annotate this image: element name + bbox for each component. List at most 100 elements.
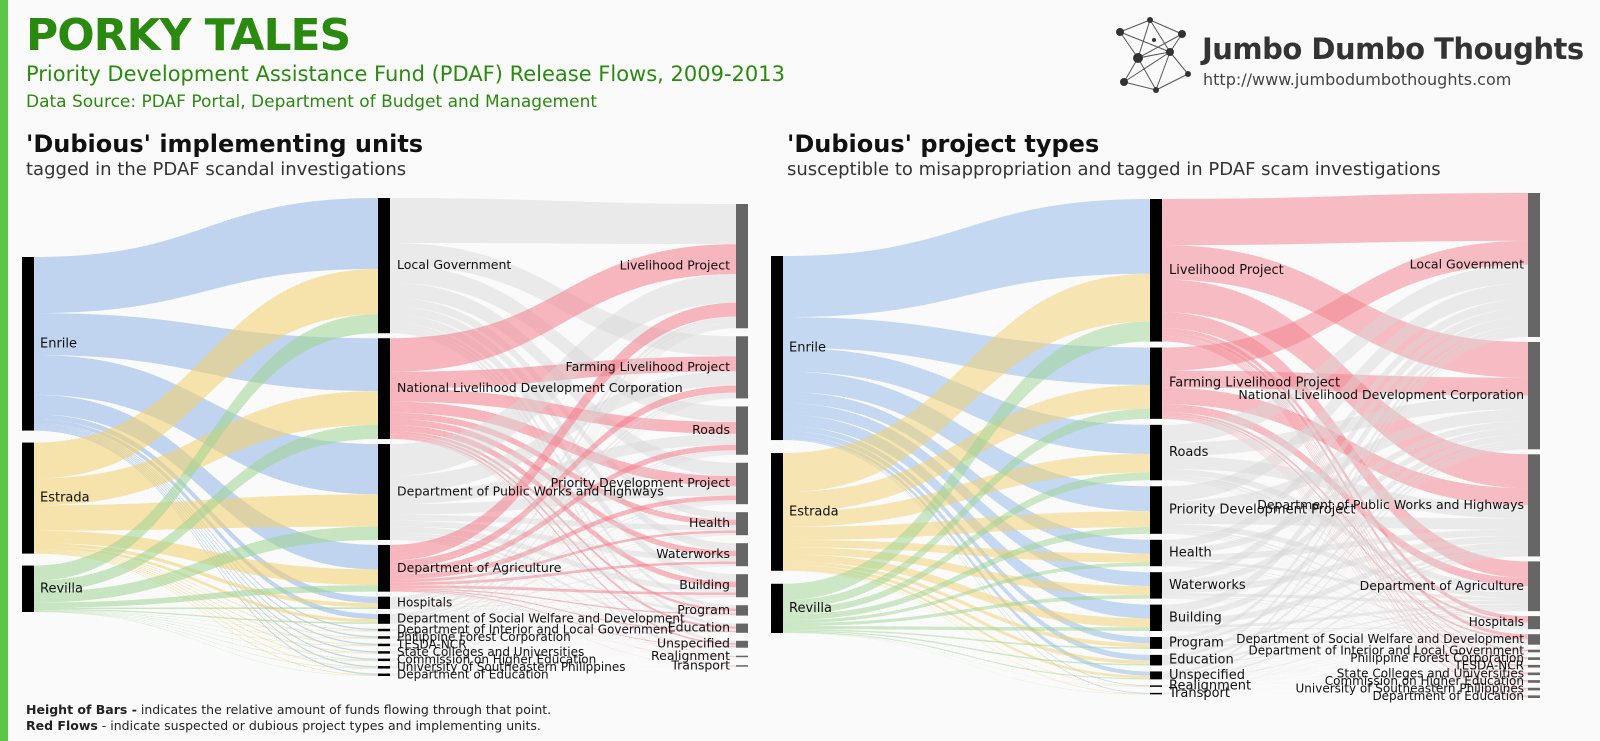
flow-department-of-education-to-farming-livelihood-project bbox=[390, 398, 736, 675]
r-project-label-roads: Roads bbox=[1169, 445, 1209, 460]
flow-priority-development-project-to-local-government bbox=[1162, 283, 1528, 502]
flow-estrada-to-hospitals bbox=[34, 543, 378, 608]
flow-transport-to-university-of-southeastern-philippines bbox=[1162, 690, 1528, 695]
flow-department-of-agriculture-to-waterworks bbox=[390, 561, 736, 586]
flow-department-of-public-works-and-highways-to-priority-development-project bbox=[390, 486, 736, 515]
flow-estrada-to-state-colleges-and-universities bbox=[34, 550, 378, 654]
flow-department-of-education-to-roads bbox=[390, 454, 736, 676]
flow-roads-to-department-of-social-welfare-and-development bbox=[1162, 476, 1528, 641]
unit-label-state-colleges-and-universities: State Colleges and Universities bbox=[397, 645, 584, 659]
flow-revilla-to-livelihood-project bbox=[783, 321, 1150, 601]
flow-building-to-commission-on-higher-education bbox=[1162, 630, 1528, 683]
flow-farming-livelihood-project-to-university-of-southeastern-philippines bbox=[1162, 418, 1528, 690]
r-project-bar-transport bbox=[1150, 692, 1162, 695]
flow-commission-on-higher-education-to-roads bbox=[390, 453, 736, 661]
flow-local-government-to-livelihood-project bbox=[390, 198, 736, 245]
flow-enrile-to-livelihood-project bbox=[783, 199, 1150, 318]
flow-enrile-to-building bbox=[783, 414, 1150, 619]
project-label-priority-development-project: Priority Development Project bbox=[551, 475, 730, 490]
senator-label-enrile: Enrile bbox=[40, 336, 77, 351]
flow-realignment-to-commission-on-higher-education bbox=[1162, 682, 1528, 687]
r-unit-bar-department-of-agriculture bbox=[1528, 561, 1540, 612]
flow-commission-on-higher-education-to-realignment bbox=[390, 657, 736, 662]
unit-bar-department-of-interior-and-local-government bbox=[378, 628, 390, 632]
unit-label-commission-on-higher-education: Commission on Higher Education bbox=[397, 652, 596, 666]
flow-estrada-to-roads bbox=[783, 453, 1150, 527]
flow-farming-livelihood-project-to-department-of-education bbox=[1162, 418, 1528, 697]
flow-department-of-agriculture-to-roads bbox=[390, 444, 736, 575]
flow-department-of-agriculture-to-building bbox=[390, 585, 736, 596]
page-subtitle: Priority Development Assistance Fund (PD… bbox=[26, 62, 785, 86]
flow-farming-livelihood-project-to-commission-on-higher-education bbox=[1162, 417, 1528, 682]
flow-state-colleges-and-universities-to-livelihood-project bbox=[390, 325, 736, 652]
flow-department-of-social-welfare-and-development-to-program bbox=[390, 614, 736, 624]
flow-department-of-interior-and-local-government-to-building bbox=[390, 596, 736, 632]
flow-farming-livelihood-project-to-department-of-agriculture bbox=[1162, 404, 1528, 587]
flow-philippine-forest-corporation-to-farming-livelihood-project bbox=[390, 396, 736, 638]
flow-department-of-social-welfare-and-development-to-realignment bbox=[390, 623, 736, 658]
project-label-waterworks: Waterworks bbox=[656, 546, 730, 561]
flow-state-colleges-and-universities-to-program bbox=[390, 615, 736, 654]
r-unit-label-hospitals: Hospitals bbox=[1469, 615, 1524, 629]
r-senator-label-enrile: Enrile bbox=[789, 341, 826, 356]
flow-unspecified-to-state-colleges-and-universities bbox=[1162, 675, 1528, 680]
flow-state-colleges-and-universities-to-realignment bbox=[390, 653, 736, 658]
flow-state-colleges-and-universities-to-waterworks bbox=[390, 565, 736, 654]
flow-revilla-to-roads bbox=[783, 472, 1150, 615]
unit-label-philippine-forest-corporation: Philippine Forest Corporation bbox=[397, 630, 571, 644]
project-label-livelihood-project: Livelihood Project bbox=[620, 258, 730, 273]
flow-program-to-state-colleges-and-universities bbox=[1162, 648, 1528, 676]
senator-bar-revilla bbox=[22, 565, 34, 612]
flow-university-of-southeastern-philippines-to-building bbox=[390, 596, 736, 669]
r-unit-bar-tesda-ncr bbox=[1528, 664, 1540, 668]
flow-revilla-to-national-livelihood-development-corporation bbox=[34, 424, 378, 592]
flow-estrada-to-university-of-southeastern-philippines bbox=[34, 552, 378, 669]
r-unit-label-tesda-ncr: TESDA-NCR bbox=[1453, 659, 1524, 673]
flow-unspecified-to-department-of-social-welfare-and-development bbox=[1162, 644, 1528, 680]
flow-livelihood-project-to-university-of-southeastern-philippines bbox=[1162, 339, 1528, 689]
flow-state-colleges-and-universities-to-unspecified bbox=[390, 647, 736, 654]
flow-priority-development-project-to-university-of-southeastern-philippines bbox=[1162, 533, 1528, 690]
unit-label-national-livelihood-development-corporation: National Livelihood Development Corporat… bbox=[397, 380, 683, 395]
flow-hospitals-to-building bbox=[390, 595, 736, 609]
flow-roads-to-national-livelihood-development-corporation bbox=[1162, 395, 1528, 457]
flow-commission-on-higher-education-to-transport bbox=[390, 661, 736, 667]
flow-revilla-to-hospitals bbox=[34, 607, 378, 609]
left-sankey: Enrile Estrada Revilla Local Government Nati… bbox=[22, 198, 748, 681]
flow-health-to-state-colleges-and-universities bbox=[1162, 565, 1528, 675]
flow-education-to-department-of-agriculture bbox=[1162, 608, 1528, 665]
flow-revilla-to-philippine-forest-corporation bbox=[34, 610, 378, 639]
project-label-transport: Transport bbox=[670, 657, 730, 672]
flow-revilla-to-department-of-agriculture bbox=[34, 585, 378, 608]
flow-health-to-hospitals bbox=[1162, 563, 1528, 627]
project-bar-livelihood-project bbox=[736, 204, 748, 329]
flow-hospitals-to-unspecified bbox=[390, 608, 736, 648]
unit-bar-hospitals bbox=[378, 596, 390, 609]
unit-label-department-of-agriculture: Department of Agriculture bbox=[397, 560, 562, 575]
unit-label-department-of-education: Department of Education bbox=[397, 667, 549, 681]
flow-realignment-to-hospitals bbox=[1162, 629, 1528, 687]
flow-department-of-interior-and-local-government-to-priority-development-project bbox=[390, 502, 736, 631]
flow-revilla-to-transport bbox=[783, 632, 1150, 695]
flow-hospitals-to-roads bbox=[390, 450, 736, 605]
flow-building-to-department-of-interior-and-local-government bbox=[1162, 629, 1528, 653]
flow-estrada-to-transport bbox=[783, 570, 1150, 695]
flow-unspecified-to-national-livelihood-development-corporation bbox=[1162, 446, 1528, 676]
unit-label-department-of-social-welfare-and-development: Department of Social Welfare and Develop… bbox=[397, 611, 685, 625]
flow-roads-to-department-of-interior-and-local-government bbox=[1162, 477, 1528, 652]
network-logo-icon bbox=[1116, 17, 1191, 93]
flow-commission-on-higher-education-to-program bbox=[390, 615, 736, 661]
flow-health-to-department-of-interior-and-local-government bbox=[1162, 565, 1528, 652]
flow-department-of-social-welfare-and-development-to-waterworks bbox=[390, 564, 736, 623]
flow-tesda-ncr-to-transport bbox=[390, 646, 736, 667]
r-project-bar-roads bbox=[1150, 424, 1162, 481]
flow-unspecified-to-department-of-agriculture bbox=[1162, 609, 1528, 679]
r-unit-label-university-of-southeastern-philippines: University of Southeastern Philippines bbox=[1296, 682, 1524, 696]
unit-label-local-government: Local Government bbox=[397, 257, 511, 272]
flow-revilla-to-priority-development-project bbox=[783, 527, 1150, 621]
flow-health-to-department-of-education bbox=[1162, 566, 1528, 698]
flow-department-of-public-works-and-highways-to-transport bbox=[390, 539, 736, 667]
flow-department-of-education-to-unspecified bbox=[390, 647, 736, 676]
project-bar-education bbox=[736, 623, 748, 633]
flow-realignment-to-department-of-social-welfare-and-development bbox=[1162, 644, 1528, 687]
